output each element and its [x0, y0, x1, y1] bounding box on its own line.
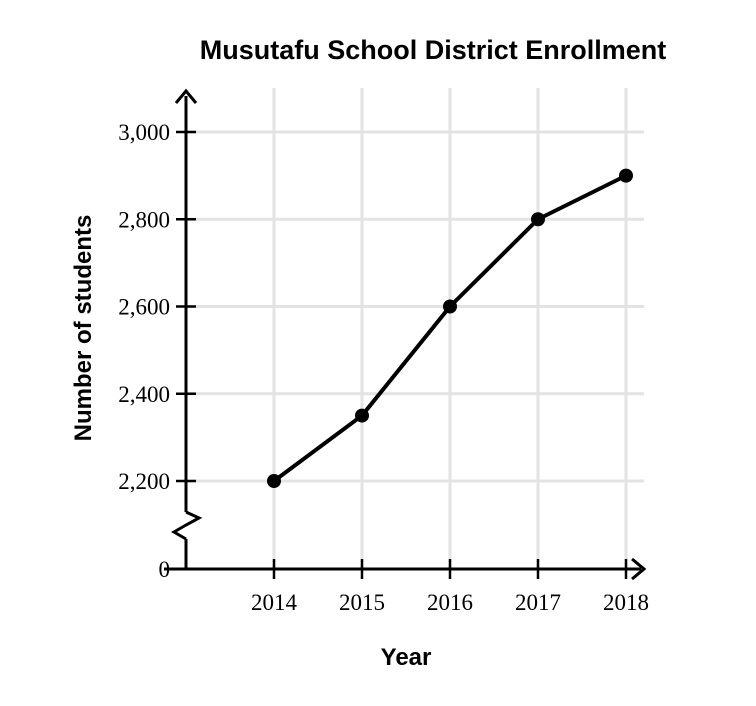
y-tick-label-3000: 3,000 [118, 120, 170, 145]
y-tick-label-0: 0 [159, 557, 171, 582]
axes [164, 88, 647, 581]
y-axis-break [171, 510, 203, 541]
x-tick-label-2016: 2016 [427, 590, 473, 615]
x-tick-label-2014: 2014 [251, 590, 298, 615]
x-tick-label-2017: 2017 [515, 590, 561, 615]
x-tick-label-2015: 2015 [339, 590, 385, 615]
y-tick-label-2400: 2,400 [118, 382, 170, 407]
tick-labels: 0 2,200 2,400 2,600 2,800 3,000 2014 2015 2016 20… [118, 120, 649, 615]
data-point-2017 [531, 212, 545, 227]
x-axis-arrow [631, 557, 647, 581]
x-axis-label: Year [381, 644, 432, 671]
y-tick-label-2800: 2,800 [118, 207, 170, 232]
chart-title: Musutafu School District Enrollment [200, 35, 667, 65]
y-axis-label: Number of students [70, 215, 97, 442]
y-tick-label-2200: 2,200 [118, 469, 170, 494]
data-series [267, 168, 633, 488]
y-tick-label-2600: 2,600 [118, 295, 170, 320]
gridlines [186, 88, 644, 569]
data-point-2015 [355, 408, 369, 423]
x-tick-label-2018: 2018 [603, 590, 649, 615]
data-point-2014 [267, 474, 281, 488]
data-point-2018 [619, 168, 633, 183]
y-axis-arrow [174, 88, 198, 104]
data-point-2016 [443, 299, 457, 314]
